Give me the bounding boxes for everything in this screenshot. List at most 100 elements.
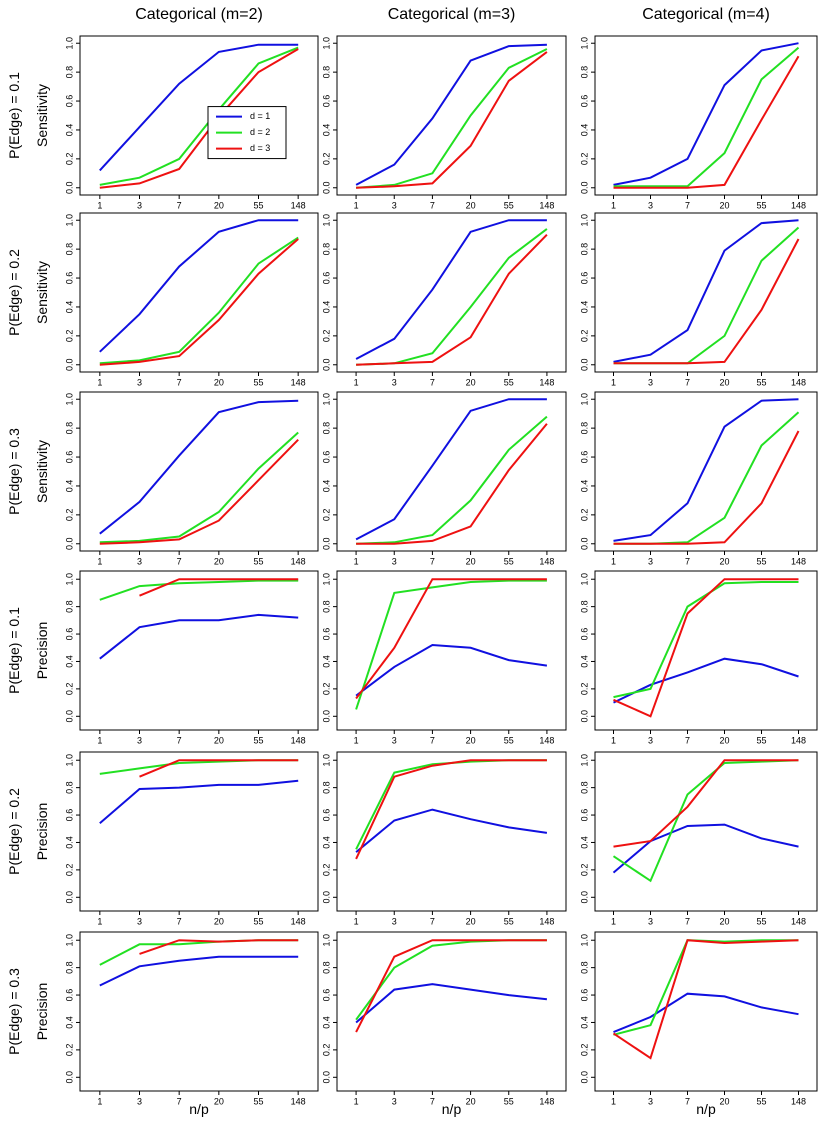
y-tick-label: 0.2	[64, 509, 74, 522]
row-label: P(Edge) = 0.1	[6, 607, 22, 694]
y-tick-label: 0.2	[321, 1044, 331, 1057]
x-tick-label: 148	[291, 200, 306, 210]
x-tick-label: 1	[354, 200, 359, 210]
y-tick-label: 0.8	[64, 781, 74, 794]
x-tick-label: 3	[137, 735, 142, 745]
y-tick-label: 1.0	[579, 754, 589, 767]
x-tick-label: 3	[648, 916, 653, 926]
y-tick-label: 1.0	[579, 37, 589, 50]
x-tick-label: 1	[611, 200, 616, 210]
y-tick-label: 0.8	[579, 243, 589, 256]
y-tick-label: 1.0	[64, 37, 74, 50]
x-tick-label: 20	[466, 1096, 476, 1106]
column-title: Categorical (m=2)	[135, 6, 263, 23]
y-tick-label: 0.0	[579, 891, 589, 904]
y-tick-label: 0.8	[64, 422, 74, 435]
series-line	[99, 613, 299, 660]
x-tick-label: 55	[756, 377, 766, 387]
series-line	[355, 398, 547, 541]
x-tick-label: 148	[791, 916, 806, 926]
y-tick-label: 1.0	[321, 573, 331, 586]
series-line	[613, 398, 799, 542]
series-line	[99, 579, 299, 601]
plot-frame	[336, 570, 567, 731]
x-tick-label: 7	[430, 377, 435, 387]
y-tick-label: 1.0	[321, 754, 331, 767]
x-tick-label: 7	[177, 200, 182, 210]
y-tick-label: 0.2	[64, 1044, 74, 1057]
y-axis-label: Precision	[34, 803, 50, 861]
x-tick-label: 55	[253, 916, 263, 926]
series-line	[613, 219, 799, 363]
x-tick-label: 148	[291, 556, 306, 566]
y-tick-label: 0.0	[64, 182, 74, 195]
x-tick-label: 1	[97, 200, 102, 210]
y-tick-label: 0.4	[321, 480, 331, 493]
y-tick-label: 0.4	[579, 655, 589, 668]
x-tick-label: 7	[177, 556, 182, 566]
row-label: P(Edge) = 0.2	[6, 249, 22, 336]
x-tick-label: 55	[756, 556, 766, 566]
plot-frame	[79, 931, 319, 1092]
series-line	[355, 808, 548, 853]
y-tick-label: 0.6	[64, 628, 74, 641]
y-axis-label: Precision	[34, 983, 50, 1041]
y-tick-label: 0.4	[64, 480, 74, 493]
series-line	[99, 219, 299, 353]
row-label: P(Edge) = 0.3	[6, 428, 22, 515]
y-tick-label: 0.6	[579, 272, 589, 285]
plot-frame	[594, 570, 818, 731]
series-line	[355, 643, 548, 697]
series-line	[99, 238, 299, 366]
y-tick-label: 1.0	[321, 214, 331, 227]
x-tick-label: 148	[291, 916, 306, 926]
series-line	[613, 46, 800, 188]
series-line	[613, 430, 800, 545]
x-axis-label: n/p	[696, 1101, 716, 1117]
y-tick-label: 0.0	[321, 359, 331, 372]
x-tick-label: 7	[685, 735, 690, 745]
series-line	[613, 55, 800, 189]
y-tick-label: 0.4	[321, 836, 331, 849]
x-tick-label: 1	[611, 556, 616, 566]
series-line	[613, 581, 799, 699]
series-line	[612, 759, 799, 883]
x-tick-label: 148	[291, 735, 306, 745]
x-tick-label: 1	[97, 735, 102, 745]
x-tick-label: 3	[392, 200, 397, 210]
column-title: Categorical (m=4)	[642, 6, 770, 23]
y-tick-label: 0.0	[64, 1071, 74, 1084]
x-tick-label: 20	[719, 735, 729, 745]
y-tick-label: 0.0	[579, 1071, 589, 1084]
y-tick-label: 0.4	[64, 301, 74, 314]
x-tick-label: 148	[791, 200, 806, 210]
y-tick-label: 0.8	[579, 781, 589, 794]
y-tick-label: 0.8	[64, 961, 74, 974]
x-tick-label: 1	[611, 916, 616, 926]
x-tick-label: 1	[97, 916, 102, 926]
x-tick-label: 20	[719, 377, 729, 387]
series-line	[99, 48, 299, 189]
y-tick-label: 0.2	[579, 683, 589, 696]
y-tick-label: 0.0	[64, 538, 74, 551]
y-axis-label: Sensitivity	[34, 84, 50, 147]
x-tick-label: 7	[177, 735, 182, 745]
y-tick-label: 0.4	[64, 836, 74, 849]
y-tick-label: 0.6	[579, 989, 589, 1002]
series-line	[99, 438, 299, 545]
x-tick-label: 7	[430, 200, 435, 210]
x-tick-label: 20	[466, 735, 476, 745]
series-line	[613, 226, 800, 365]
x-tick-label: 20	[214, 735, 224, 745]
plot-frame	[594, 212, 818, 373]
x-tick-label: 148	[791, 1096, 806, 1106]
x-tick-label: 55	[504, 200, 514, 210]
x-tick-label: 55	[253, 200, 263, 210]
series-line	[612, 823, 799, 874]
y-tick-label: 1.0	[579, 214, 589, 227]
y-tick-label: 0.2	[64, 683, 74, 696]
y-tick-label: 0.2	[64, 330, 74, 343]
y-tick-label: 0.0	[579, 359, 589, 372]
x-tick-label: 7	[685, 556, 690, 566]
y-tick-label: 0.4	[579, 301, 589, 314]
